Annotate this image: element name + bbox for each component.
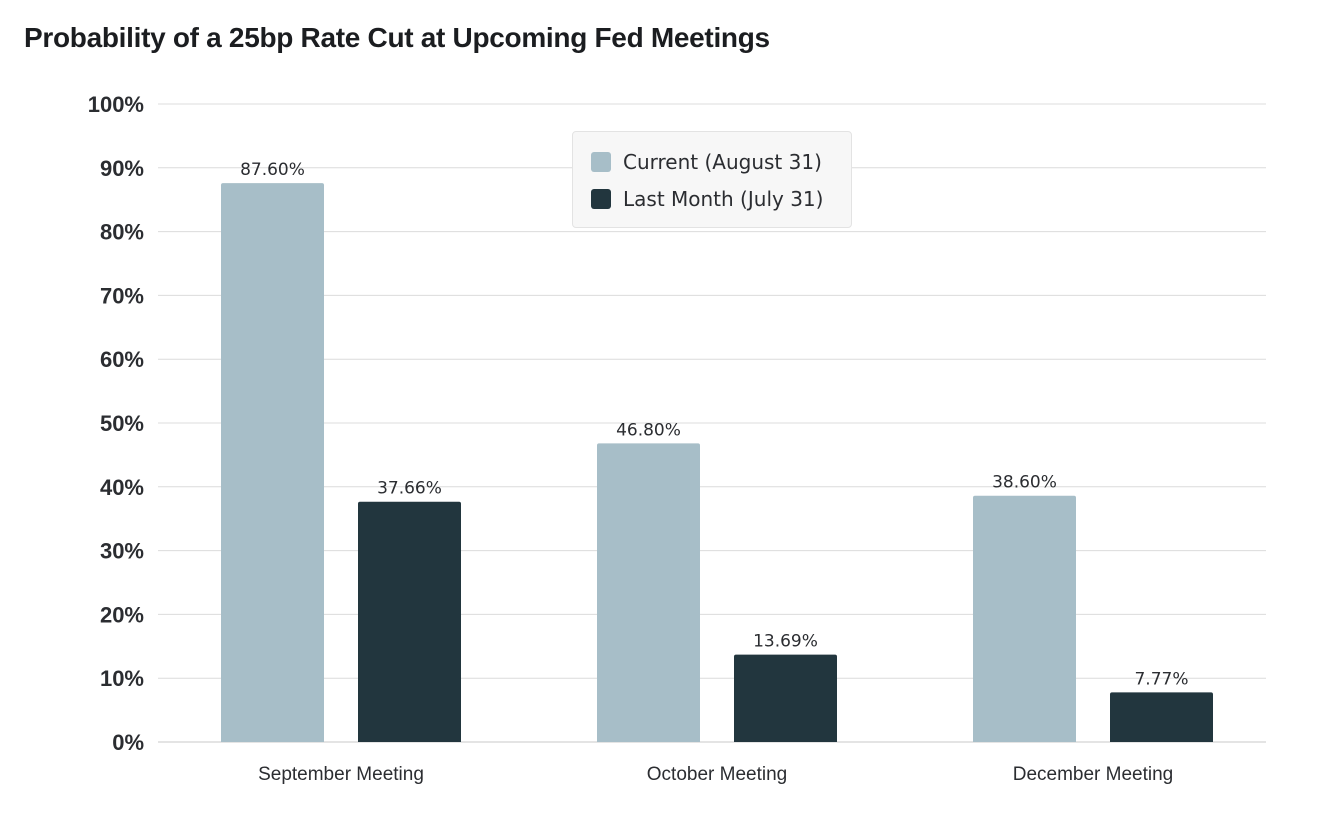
bar-last-month-0[interactable] <box>358 501 461 742</box>
bar-current-0[interactable] <box>221 183 324 742</box>
y-tick-label: 60% <box>100 347 144 372</box>
y-tick-label: 70% <box>100 283 144 308</box>
y-axis-ticks: 0% 10% 20% 30% 40% 50% 60% 70% 80% 90% 100% <box>88 92 144 755</box>
y-tick-label: 10% <box>100 666 144 691</box>
bar-current-1[interactable] <box>597 443 700 742</box>
chart-title: Probability of a 25bp Rate Cut at Upcomi… <box>24 22 770 53</box>
legend-item-last-month[interactable]: Last Month (July 31) <box>591 187 823 211</box>
legend-swatch-current <box>591 152 611 172</box>
data-label: 7.77% <box>1134 669 1188 689</box>
data-labels: 87.60% 37.66% 46.80% 13.69% 38.60% 7.77% <box>240 160 1188 689</box>
legend-label-last-month: Last Month (July 31) <box>623 187 824 211</box>
x-tick-label: December Meeting <box>1013 764 1174 785</box>
legend-swatch-last-month <box>591 189 611 209</box>
bars <box>221 183 1213 742</box>
data-label: 38.60% <box>992 473 1057 493</box>
legend: Current (August 31) Last Month (July 31) <box>572 131 852 228</box>
y-tick-label: 90% <box>100 156 144 181</box>
y-tick-label: 40% <box>100 475 144 500</box>
x-axis-ticks: September Meeting October Meeting December… <box>258 764 1173 785</box>
y-tick-label: 20% <box>100 602 144 627</box>
bar-last-month-1[interactable] <box>734 654 837 742</box>
bar-last-month-2[interactable] <box>1110 692 1213 742</box>
data-label: 37.66% <box>377 479 442 499</box>
y-tick-label: 50% <box>100 411 144 436</box>
legend-item-current[interactable]: Current (August 31) <box>591 150 822 174</box>
y-tick-label: 80% <box>100 220 144 245</box>
data-label: 87.60% <box>240 160 305 180</box>
y-tick-label: 0% <box>112 730 144 755</box>
y-tick-label: 30% <box>100 539 144 564</box>
bar-current-2[interactable] <box>973 495 1076 742</box>
x-tick-label: October Meeting <box>647 764 787 785</box>
data-label: 13.69% <box>753 632 818 652</box>
legend-label-current: Current (August 31) <box>623 150 822 174</box>
data-label: 46.80% <box>616 420 681 440</box>
y-tick-label: 100% <box>88 92 144 117</box>
x-tick-label: September Meeting <box>258 764 424 785</box>
